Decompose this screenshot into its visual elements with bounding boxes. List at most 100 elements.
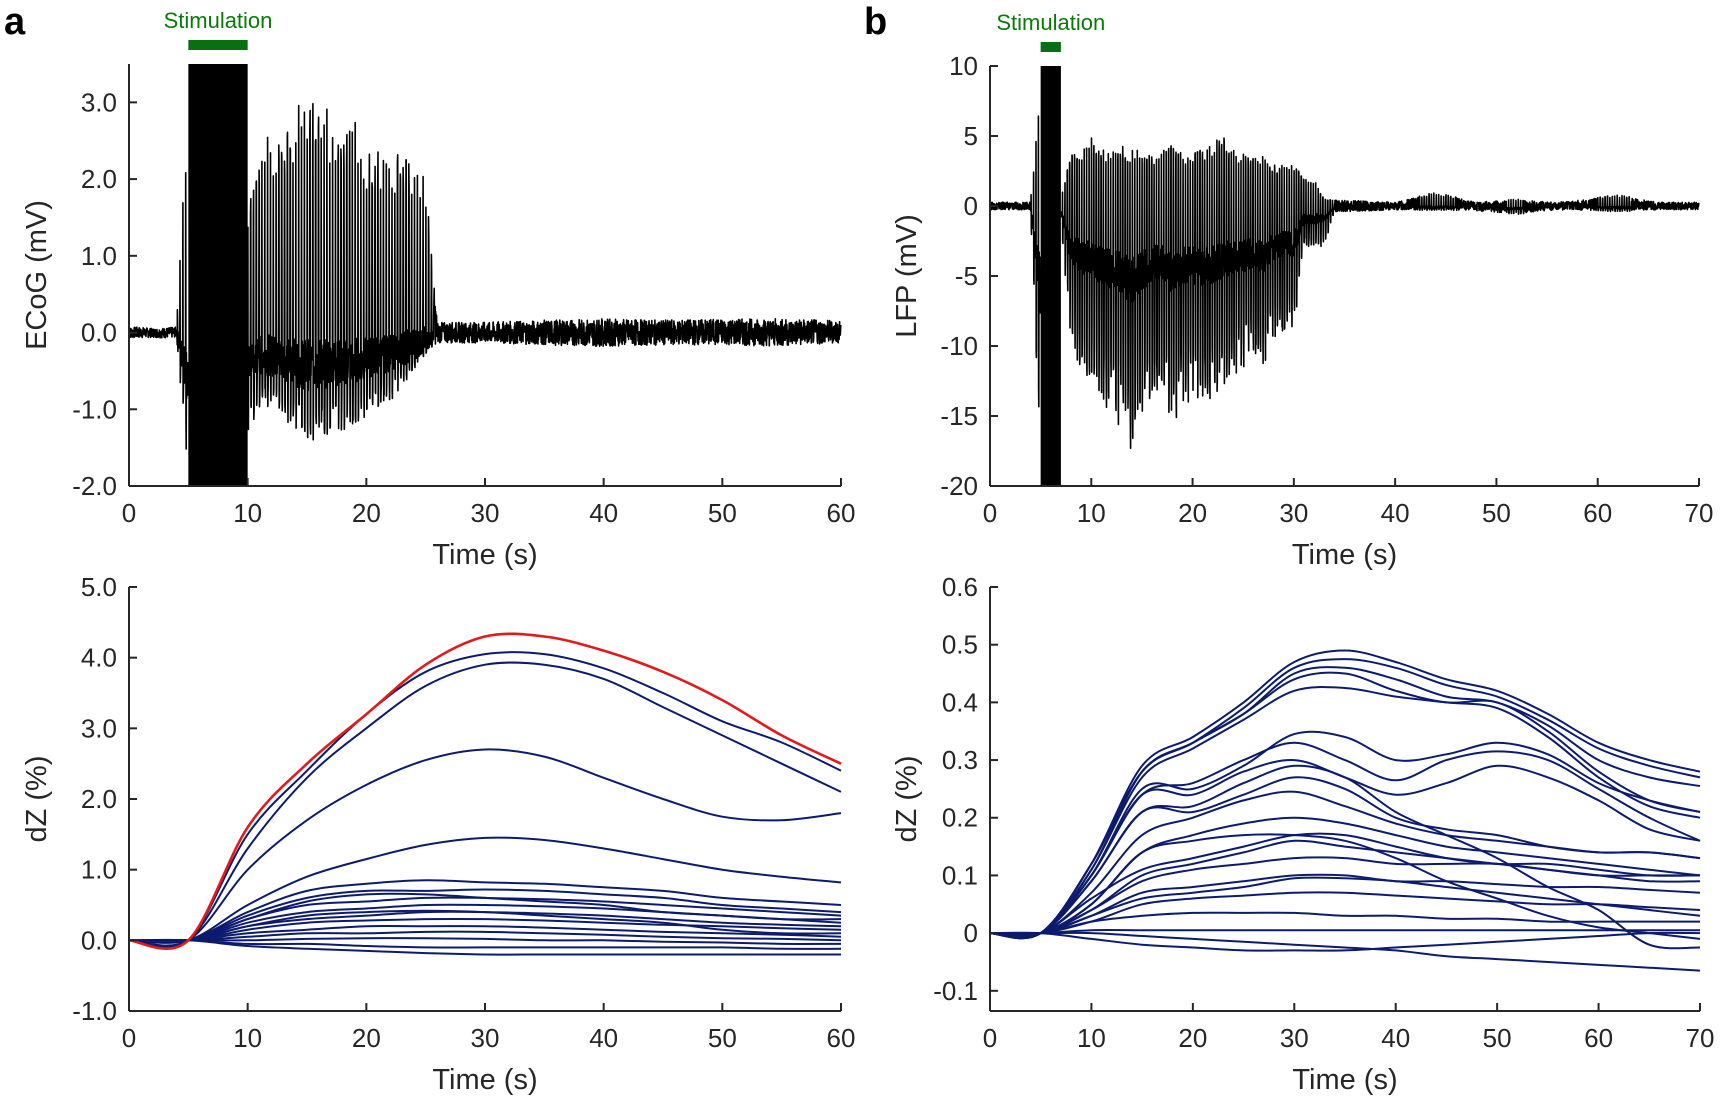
- dz-curve: [989, 730, 1701, 939]
- stimulation-label: Stimulation: [164, 8, 273, 33]
- y-tick-label: 10: [949, 51, 978, 81]
- y-tick-label: 0.2: [942, 803, 978, 833]
- y-axis-label: LFP (mV): [891, 214, 923, 338]
- dz-curve: [128, 748, 842, 947]
- y-tick-label: -20: [940, 471, 978, 501]
- y-tick-label: 0.3: [942, 745, 978, 775]
- x-tick-label: 70: [1686, 1023, 1715, 1053]
- x-tick-label: 30: [1279, 498, 1308, 528]
- x-tick-label: 50: [1483, 1023, 1512, 1053]
- x-tick-label: 10: [1077, 1023, 1106, 1053]
- x-tick-label: 70: [1685, 498, 1714, 528]
- y-tick-label: 4.0: [81, 643, 117, 673]
- y-tick-label: -2.0: [72, 471, 117, 501]
- dz-curve-highlighted: [128, 632, 842, 950]
- y-tick-label: 0.0: [81, 925, 117, 955]
- y-tick-label: -1.0: [72, 996, 117, 1026]
- y-tick-label: 5: [964, 121, 978, 151]
- stimulation-bar: [1040, 42, 1061, 52]
- panel-label: a: [4, 1, 26, 43]
- y-tick-label: 5.0: [81, 572, 117, 602]
- y-tick-label: 0.5: [942, 630, 978, 660]
- signal-trace: [989, 115, 1700, 450]
- dz-curve: [128, 879, 842, 944]
- y-tick-label: 0.6: [942, 572, 978, 602]
- dz-curve: [989, 931, 1701, 952]
- x-tick-label: 60: [1583, 498, 1612, 528]
- x-tick-label: 30: [1280, 1023, 1309, 1053]
- panel-label: b: [864, 1, 887, 43]
- x-tick-label: 10: [233, 1023, 262, 1053]
- x-tick-label: 60: [1584, 1023, 1613, 1053]
- x-tick-label: 20: [1178, 1023, 1207, 1053]
- y-tick-label: -5: [955, 261, 978, 291]
- y-tick-label: 0: [964, 918, 978, 948]
- y-tick-label: 2.0: [81, 784, 117, 814]
- y-tick-label: 2.0: [81, 164, 117, 194]
- y-tick-label: 3.0: [81, 713, 117, 743]
- dz-curve: [128, 651, 842, 950]
- x-tick-label: 30: [471, 498, 500, 528]
- x-axis-label: Time (s): [1292, 1064, 1397, 1096]
- x-axis-label: Time (s): [432, 539, 537, 571]
- x-tick-label: 20: [352, 498, 381, 528]
- x-tick-label: 50: [708, 1023, 737, 1053]
- x-tick-label: 40: [1381, 498, 1410, 528]
- x-tick-label: 0: [983, 1023, 997, 1053]
- y-tick-label: 0.1: [942, 860, 978, 890]
- dz-curve: [989, 666, 1701, 940]
- dz-curve: [128, 939, 842, 950]
- x-tick-label: 50: [1482, 498, 1511, 528]
- y-tick-label: -1.0: [72, 394, 117, 424]
- x-tick-label: 20: [352, 1023, 381, 1053]
- stimulation-artifact-block: [1040, 66, 1061, 486]
- dz-curve: [128, 924, 842, 942]
- x-tick-label: 20: [1178, 498, 1207, 528]
- y-tick-label: -15: [940, 401, 978, 431]
- stimulation-label: Stimulation: [996, 10, 1105, 35]
- panel-a-bottom: 0 10 20 30 40 50 60 5.0 4.0 3.0 2.0 1.0 0.0 -1.0 Time …: [21, 572, 855, 1096]
- x-tick-label: 40: [589, 498, 618, 528]
- x-tick-label: 0: [122, 498, 136, 528]
- dz-curve: [989, 816, 1701, 937]
- x-tick-label: 0: [983, 498, 997, 528]
- dz-curve: [128, 930, 842, 942]
- y-tick-label: 1.0: [81, 855, 117, 885]
- dz-curve: [989, 671, 1701, 939]
- y-tick-label: 3.0: [81, 87, 117, 117]
- y-tick-label: -10: [940, 331, 978, 361]
- x-axis-label: Time (s): [432, 1064, 537, 1096]
- stimulation-bar: [188, 40, 248, 50]
- x-tick-label: 10: [233, 498, 262, 528]
- y-tick-label: 1.0: [81, 241, 117, 271]
- dz-curve: [989, 873, 1701, 936]
- signal-trace: [128, 102, 842, 450]
- y-axis-label: dZ (%): [21, 756, 53, 843]
- dz-curve: [989, 911, 1700, 935]
- y-tick-label: 0.0: [81, 318, 117, 348]
- x-tick-label: 0: [122, 1023, 136, 1053]
- y-tick-label: 0.4: [942, 687, 978, 717]
- dz-curve: [128, 836, 842, 944]
- y-axis-label: ECoG (mV): [21, 200, 53, 350]
- y-tick-label: 0: [964, 191, 978, 221]
- dz-curve: [989, 929, 1700, 935]
- dz-curve: [989, 839, 1701, 936]
- x-tick-label: 30: [471, 1023, 500, 1053]
- dz-curve: [989, 891, 1701, 935]
- x-tick-label: 60: [827, 1023, 856, 1053]
- x-axis-label: Time (s): [1292, 539, 1397, 571]
- x-tick-label: 50: [708, 498, 737, 528]
- x-tick-label: 60: [827, 498, 856, 528]
- x-tick-label: 40: [589, 1023, 618, 1053]
- dz-curve: [128, 938, 841, 956]
- dz-curve: [128, 888, 842, 944]
- stimulation-artifact-block: [188, 64, 248, 486]
- dz-curve: [128, 917, 842, 943]
- dz-curve: [128, 661, 842, 949]
- dz-curve: [128, 937, 842, 945]
- y-tick-label: -0.1: [933, 976, 978, 1006]
- dz-curve: [989, 931, 1701, 972]
- dz-curve: [128, 892, 842, 943]
- panel-b-bottom: 0 10 20 30 40 50 60 700.60.50.40.30.20.10-0.1Ti…: [891, 572, 1714, 1096]
